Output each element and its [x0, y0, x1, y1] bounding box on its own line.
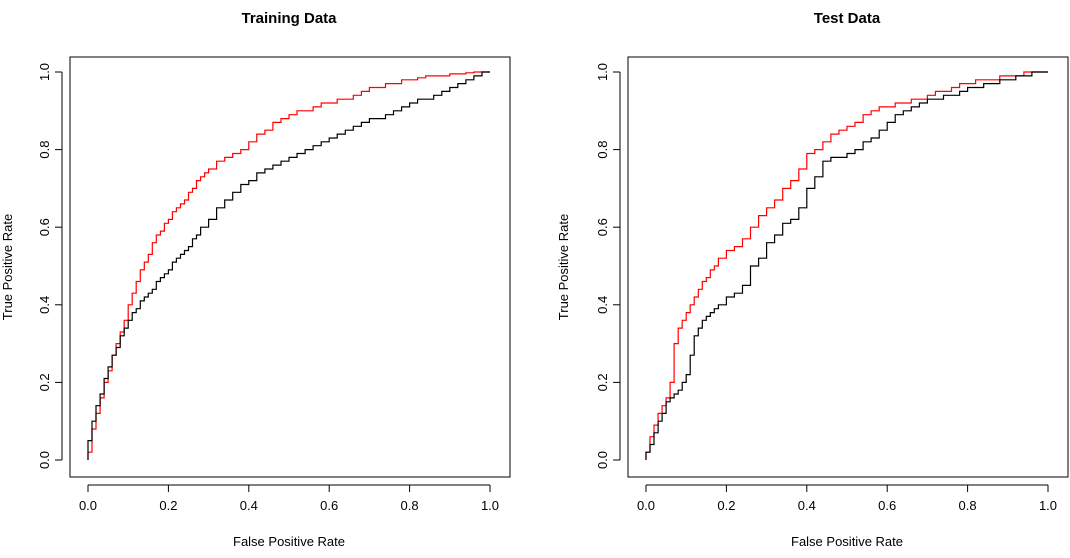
x-tick-label: 0.2	[717, 498, 735, 513]
y-tick-label: 0.4	[595, 296, 610, 314]
x-axis-label: False Positive Rate	[791, 534, 903, 549]
y-tick-label: 0.0	[37, 451, 52, 469]
x-tick-label: 0.0	[637, 498, 655, 513]
x-tick-label: 0.4	[798, 498, 816, 513]
y-axis: 0.0 0.2 0.4 0.6 0.8 1.0	[37, 63, 63, 469]
roc-curve-black	[87, 71, 490, 460]
roc-curve-black	[645, 71, 1048, 460]
plot-frame	[627, 56, 1069, 478]
x-tick-label: 0.8	[401, 498, 419, 513]
x-tick-label: 0.6	[320, 498, 338, 513]
x-tick-label: 0.8	[959, 498, 977, 513]
y-tick-label: 0.2	[595, 373, 610, 391]
x-tick-label: 1.0	[481, 498, 499, 513]
y-tick-label: 0.8	[595, 141, 610, 159]
series-layer	[87, 71, 490, 460]
roc-curve-red	[87, 71, 490, 460]
y-tick-label: 1.0	[595, 63, 610, 81]
x-axis: 0.0 0.2 0.4 0.6 0.8 1.0	[637, 484, 1057, 513]
series-layer	[645, 71, 1048, 460]
training-data-panel: Training Data 0.0 0.2 0.4 0.6 0.8 1.0 0.00.20…	[0, 10, 511, 549]
x-tick-label: 0.2	[159, 498, 177, 513]
x-tick-label: 1.0	[1039, 498, 1057, 513]
chart-title: Training Data	[241, 10, 337, 27]
x-axis-label: False Positive Rate	[233, 534, 345, 549]
y-tick-label: 0.2	[37, 373, 52, 391]
y-axis-label: True Positive Rate	[556, 214, 571, 320]
roc-curve-red	[645, 71, 1048, 460]
test-data-panel: Test Data 0.0 0.2 0.4 0.6 0.8 1.0 0.00.20.40.…	[556, 10, 1069, 549]
y-tick-label: 0.6	[595, 218, 610, 236]
y-axis-label: True Positive Rate	[0, 214, 15, 320]
y-tick-label: 0.4	[37, 296, 52, 314]
x-tick-label: 0.0	[79, 498, 97, 513]
x-axis: 0.0 0.2 0.4 0.6 0.8 1.0	[79, 484, 499, 513]
y-tick-label: 0.8	[37, 141, 52, 159]
y-tick-label: 1.0	[37, 63, 52, 81]
x-tick-label: 0.4	[240, 498, 258, 513]
y-axis: 0.0 0.2 0.4 0.6 0.8 1.0	[595, 63, 621, 469]
y-tick-label: 0.0	[595, 451, 610, 469]
x-tick-label: 0.6	[878, 498, 896, 513]
chart-title: Test Data	[814, 10, 881, 27]
y-tick-label: 0.6	[37, 218, 52, 236]
plot-frame	[69, 56, 511, 478]
